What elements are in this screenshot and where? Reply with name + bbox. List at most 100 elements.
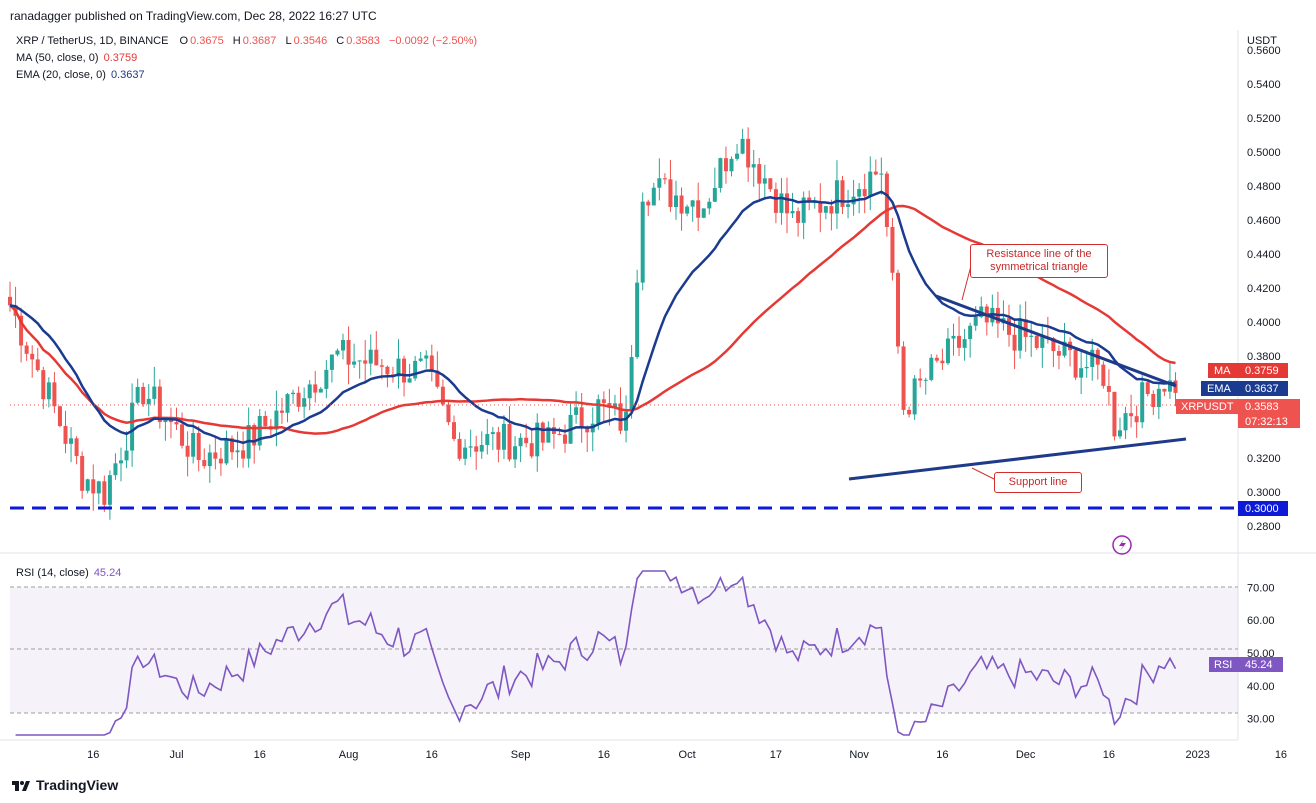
candle-body [834, 180, 839, 214]
candle-body [152, 386, 157, 399]
candle-body [951, 335, 956, 339]
candle-body [973, 316, 978, 326]
high-label: H [232, 35, 241, 47]
candle-body [346, 340, 351, 365]
candle-body [69, 438, 74, 444]
candle-body [379, 365, 384, 367]
ema-legend-value: 0.3637 [110, 69, 145, 81]
time-tick-label: Dec [1016, 749, 1036, 761]
candle-body [102, 481, 107, 505]
price-tick-label: 0.3200 [1247, 453, 1281, 465]
candle-body [718, 158, 723, 188]
price-axis[interactable]: 0.5600 0.5400 0.5200 0.5000 0.4800 0.4600 0.44… [1247, 45, 1281, 533]
tradingview-logo[interactable]: TradingView [12, 777, 118, 793]
rsi-value-tag: RSI 45.24 [1209, 657, 1283, 672]
candle-body [124, 450, 129, 461]
ma-legend-label: MA (50, close, 0) [16, 52, 99, 64]
price-tick-label: 0.2800 [1247, 521, 1281, 533]
candle-body [662, 178, 667, 180]
candle-body [407, 378, 412, 383]
candle-body [1029, 335, 1034, 337]
candle-body [452, 422, 456, 439]
time-tick-label: 16 [254, 749, 266, 761]
rsi-legend[interactable]: RSI (14, close) 45.24 [16, 567, 123, 579]
rsi-line [15, 570, 1177, 736]
time-tick-label: 16 [1103, 749, 1115, 761]
publisher-line: ranadagger published on TradingView.com,… [10, 9, 377, 23]
candle-body [801, 197, 806, 223]
candle-body [918, 378, 923, 381]
time-tick-label: Nov [849, 749, 869, 761]
candle-body [846, 204, 851, 207]
candle-body [507, 423, 512, 460]
candle-body [41, 370, 46, 400]
candle-body [968, 325, 973, 340]
ema-legend[interactable]: EMA (20, close, 0) 0.3637 [16, 69, 147, 81]
candle-body [629, 357, 634, 412]
candle-body [901, 346, 906, 410]
candle-body [396, 358, 401, 377]
resistance-annotation: Resistance line of the symmetrical trian… [970, 244, 1108, 278]
price-tick-label: 0.4800 [1247, 181, 1281, 193]
price-tick-label: 0.3000 [1247, 487, 1281, 499]
candle-body [923, 379, 928, 381]
candle-body [1062, 341, 1067, 356]
candle-body [679, 195, 684, 214]
candle-body [485, 434, 490, 445]
time-tick-label: Jul [169, 749, 183, 761]
price-tick-label: 0.4200 [1247, 283, 1281, 295]
time-axis[interactable]: 16 Jul 16 Aug 16 Sep 16 Oct 17 Nov 16 Dec 16 2023 16 [87, 749, 1287, 761]
candle-body [912, 378, 917, 415]
candle-body [1101, 364, 1106, 386]
candle-body [862, 189, 867, 197]
candle-body [674, 195, 678, 207]
ma-legend[interactable]: MA (50, close, 0) 0.3759 [16, 52, 139, 64]
candle-body [651, 187, 656, 206]
price-tick-label: 0.5000 [1247, 147, 1281, 159]
candle-body [1151, 393, 1156, 408]
candle-body [790, 211, 795, 214]
candle-body [496, 432, 501, 450]
candle-body [1162, 388, 1167, 392]
support-annotation: Support line [994, 472, 1082, 493]
close-label: C [336, 35, 345, 47]
candle-body [130, 402, 135, 451]
candle-body [368, 349, 373, 364]
candle-body [385, 366, 390, 375]
candle-body [685, 206, 690, 214]
candle-body [185, 445, 190, 457]
candle-body [1118, 430, 1122, 437]
candle-body [224, 438, 229, 464]
candle-body [729, 158, 734, 172]
candle-body [279, 410, 284, 413]
candle-body [579, 407, 584, 428]
candle-body [435, 370, 440, 387]
candle-body [479, 444, 484, 452]
candle-body [796, 211, 801, 223]
candle-body [618, 403, 623, 431]
candle-body [773, 189, 778, 213]
candle-body [374, 349, 379, 366]
candle-body [318, 388, 323, 393]
candle-body [180, 424, 185, 446]
candle-body [596, 399, 601, 424]
candle-body [235, 450, 240, 453]
candle-body [896, 272, 900, 347]
main-legend[interactable]: XRP / TetherUS, 1D, BINANCE O 0.3675 H 0.3… [16, 35, 479, 47]
candle-body [1073, 350, 1078, 378]
candle-body [823, 206, 828, 213]
candle-body [601, 399, 606, 404]
candle-body [934, 357, 939, 361]
candle-body [746, 138, 751, 168]
lightning-icon[interactable] [1112, 535, 1132, 555]
candle-body [701, 208, 706, 218]
candle-body [879, 173, 884, 175]
candle-body [945, 338, 950, 364]
candle-body [1040, 336, 1045, 348]
change-value: −0.0092 (−2.50%) [388, 35, 478, 47]
low-label: L [285, 35, 292, 47]
candle-body [657, 178, 662, 188]
symbol-price-tag: XRPUSDT 0.3583 07:32:13 [1176, 399, 1300, 428]
